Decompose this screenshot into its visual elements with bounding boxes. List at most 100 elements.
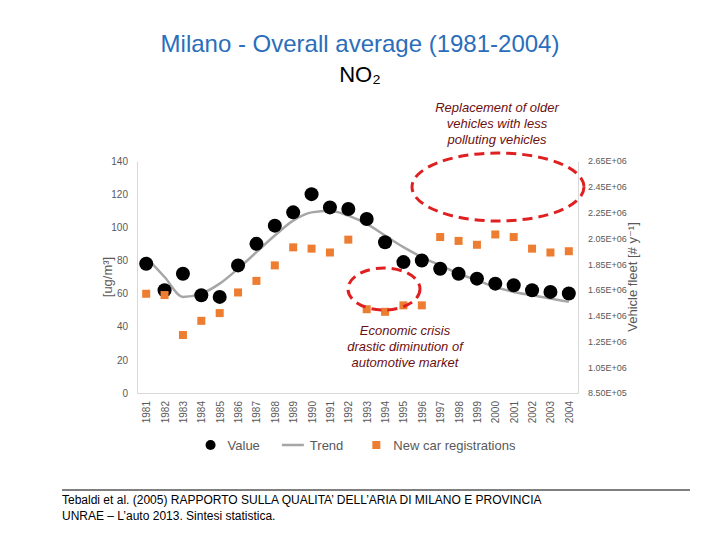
x-tick: 1988: [270, 393, 281, 423]
y-tick: 120: [111, 189, 137, 200]
x-tick: 1993: [362, 393, 373, 423]
square-marker: [344, 236, 352, 244]
tick-label: 1994: [380, 401, 391, 424]
y2-axis: 8.50E+051.05E+061.25E+061.45E+061.65E+06…: [578, 156, 627, 398]
square-marker: [565, 247, 573, 255]
circle-marker: [268, 219, 282, 233]
y2-tick: 2.05E+06: [578, 234, 627, 244]
tick-label: 1998: [454, 401, 465, 424]
y-tick: 60: [117, 288, 137, 299]
square-marker: [234, 288, 242, 296]
footer-rule: [62, 490, 690, 491]
square-marker: [161, 291, 169, 299]
square-marker: [216, 309, 224, 317]
square-marker: [308, 245, 316, 253]
square-marker: [528, 245, 536, 253]
tick-label: 1988: [270, 401, 281, 424]
tick-label: 1992: [343, 401, 354, 424]
tick-label: 140: [111, 156, 128, 167]
tick-label: 2.65E+06: [588, 156, 627, 166]
square-marker: [271, 261, 279, 269]
legend: Value Trend New car registrations: [206, 438, 516, 453]
tick-label: 1991: [325, 401, 336, 424]
x-tick: 1981: [141, 393, 152, 423]
tick-label: 1987: [251, 401, 262, 424]
x-tick: 2002: [527, 393, 538, 423]
square-marker: [197, 317, 205, 325]
x-tick: 1982: [160, 393, 171, 423]
tick-label: 1996: [417, 401, 428, 424]
square-marker: [455, 237, 463, 245]
circle-marker: [305, 187, 319, 201]
x-tick: 1994: [380, 393, 391, 423]
x-tick: 2003: [545, 393, 556, 423]
square-marker: [510, 233, 518, 241]
y2-axis-title: Vehicle fleet [# y⁻¹]: [625, 222, 640, 331]
tick-label: 1990: [307, 401, 318, 424]
chart: Milano - Overall average (1981-2004)NO₂0…: [0, 0, 720, 540]
y-tick: 140: [111, 156, 137, 167]
square-marker: [252, 277, 260, 285]
legend-item: New car registrations: [372, 438, 516, 453]
circle-marker: [562, 287, 576, 301]
legend-swatch: [282, 444, 304, 447]
title: Milano - Overall average (1981-2004): [161, 30, 560, 57]
x-tick: 1989: [288, 393, 299, 423]
tick-label: 2000: [490, 401, 501, 424]
tick-label: 1995: [398, 401, 409, 424]
annotation: drastic diminution of: [347, 339, 464, 354]
tick-label: 120: [111, 189, 128, 200]
tick-label: 8.50E+05: [588, 388, 627, 398]
y-tick: 20: [117, 355, 137, 366]
tick-label: 1.45E+06: [588, 311, 627, 321]
circle-marker: [433, 262, 447, 276]
circle-marker: [323, 200, 337, 214]
x-axis: 1981198219831984198519861987198819891990…: [138, 393, 579, 423]
circle-marker: [213, 290, 227, 304]
tick-label: 1984: [196, 401, 207, 424]
circle-marker: [231, 258, 245, 272]
tick-label: 1986: [233, 401, 244, 424]
circle-marker: [525, 283, 539, 297]
tick-label: 1.25E+06: [588, 337, 627, 347]
x-tick: 1995: [398, 393, 409, 423]
circle-marker: [360, 212, 374, 226]
annotation: Replacement of older: [435, 100, 559, 115]
circle-marker: [452, 267, 466, 281]
subtitle: NO₂: [339, 62, 381, 87]
square-marker: [436, 233, 444, 241]
x-tick: 2004: [564, 393, 575, 423]
y2-tick: 2.65E+06: [578, 156, 627, 166]
tick-label: 100: [111, 222, 128, 233]
x-tick: 2000: [490, 393, 501, 423]
legend-label: New car registrations: [393, 438, 516, 453]
y2-tick: 1.85E+06: [578, 259, 627, 269]
legend-label: Value: [228, 438, 260, 453]
tick-label: 80: [117, 255, 129, 266]
tick-label: 1993: [362, 401, 373, 424]
x-tick: 1992: [343, 393, 354, 423]
plot-area: [139, 187, 576, 339]
square-marker: [179, 331, 187, 339]
y2-tick: 1.25E+06: [578, 337, 627, 347]
y-axis: 020406080100120140: [111, 156, 137, 399]
tick-label: 1981: [141, 401, 152, 424]
y-axis-title: [ug/m³]: [100, 257, 115, 297]
source: UNRAE – L’auto 2013. Sintesi statistica.: [62, 509, 275, 523]
y2-tick: 2.25E+06: [578, 208, 627, 218]
circle-marker: [249, 237, 263, 251]
annotation: Economic crisis: [360, 323, 451, 338]
annotation: polluting vehicles: [446, 132, 547, 147]
square-marker: [326, 249, 334, 257]
circle-marker: [286, 205, 300, 219]
legend-label: Trend: [310, 438, 343, 453]
legend-item: Value: [206, 438, 260, 453]
circle-marker: [470, 272, 484, 286]
axis-line: [578, 162, 579, 394]
circle-marker: [415, 253, 429, 267]
axis-line: [137, 162, 138, 394]
x-tick: 1986: [233, 393, 244, 423]
square-marker: [289, 243, 297, 251]
tick-label: 1989: [288, 401, 299, 424]
y-tick: 40: [117, 321, 137, 332]
